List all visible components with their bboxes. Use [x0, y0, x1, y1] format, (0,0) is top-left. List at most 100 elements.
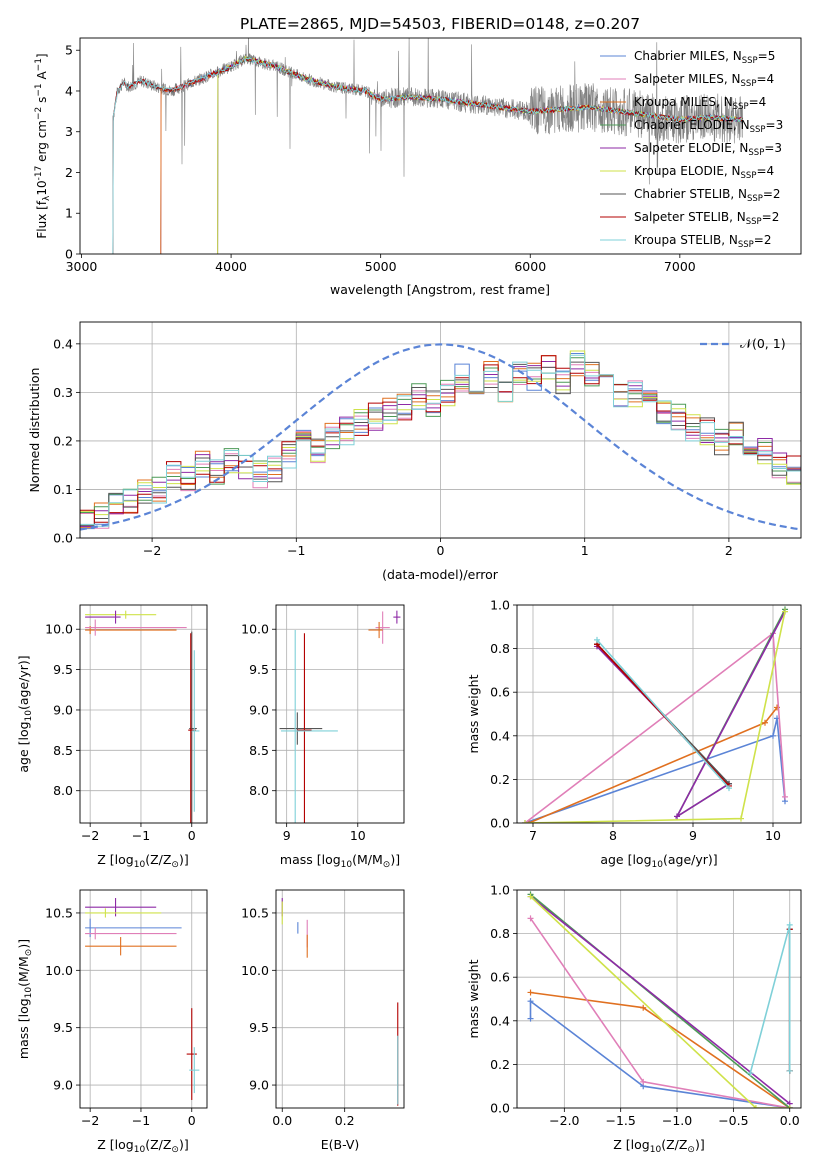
x-axis-label: Z [log10(Z/Z⊙)]: [613, 1137, 704, 1155]
y-tick-label: 9.5: [53, 1020, 73, 1035]
ageZ-plot-area: [85, 610, 200, 823]
x-tick-label: 5000: [365, 259, 397, 274]
weight-marker-chab_miles: [770, 732, 776, 739]
legend-label-salp_elodie: Salpeter ELODIE, NSSP=3: [634, 141, 782, 158]
massE-plot-area: [281, 898, 399, 1106]
y-tick-label: 0.2: [490, 1057, 510, 1072]
histogram-salp_stelib: [80, 355, 801, 538]
x-axis-label: Z [log10(Z/Z⊙)]: [97, 1137, 188, 1155]
legend-label-chab_miles: Chabrier MILES, NSSP=5: [634, 49, 775, 66]
age-vs-mass-panel: 9 10 8.0 8.5 9.0 9.5 10.0 mass [log10(M/M⊙)]: [241, 604, 405, 870]
x-axis-label: Z [log10(Z/Z⊙)]: [97, 852, 188, 870]
histogram-chab_miles: [80, 353, 801, 538]
y-tick-label: 1.0: [490, 598, 510, 613]
weight-marker-krou_elodie: [522, 820, 528, 823]
x-axis-label: mass [log10(M/M⊙)]: [280, 852, 400, 870]
weight-marker-krou_miles: [526, 820, 532, 823]
y-tick-label: 8.0: [249, 783, 269, 798]
weight-marker-salp_miles: [782, 793, 788, 800]
y-tick-label: 10.0: [45, 963, 73, 978]
y-tick-label: 0.4: [490, 1013, 510, 1028]
ageM-frame: [275, 604, 405, 824]
hist-frame: [79, 321, 802, 539]
x-tick-label: 2: [725, 543, 733, 558]
mass-vs-extinction-panel: 0.0 0.2 9.0 9.5 10.0 10.5 E(B-V): [241, 889, 405, 1152]
model-spectrum-krou_stelib: [112, 57, 744, 254]
y-tick-label: 0: [65, 247, 73, 262]
x-tick-label: −0.5: [718, 1113, 748, 1128]
y-tick-label: 2: [65, 165, 73, 180]
legend-label-chab_stelib: Chabrier STELIB, NSSP=2: [634, 187, 781, 204]
x-tick-label: 4000: [215, 259, 247, 274]
weight-marker-krou_elodie: [782, 608, 788, 615]
model-spectrum-salp_stelib: [112, 57, 744, 254]
x-tick-label: −1.5: [606, 1113, 636, 1128]
y-tick-label: 1.0: [490, 883, 510, 898]
y-tick-label: 9.0: [249, 702, 269, 717]
ageZ-frame: [79, 604, 208, 824]
legend-label-krou_elodie: Kroupa ELODIE, NSSP=4: [634, 164, 774, 181]
mass-vs-metallicity-panel: −2 −1 0 9.0 9.5 10.0 10.5 Z [log10(Z/Z⊙)] mass […: [16, 889, 208, 1155]
wZ-frame: [516, 889, 802, 1109]
x-tick-label: 7000: [664, 259, 696, 274]
histogram-chab_stelib: [80, 361, 801, 538]
model-spectrum-chab_miles: [160, 57, 743, 254]
massZ-grid: [80, 890, 207, 1108]
y-tick-label: 8.5: [249, 743, 269, 758]
hist-plot-area: [80, 343, 801, 538]
x-tick-label: −2: [81, 1113, 99, 1128]
y-tick-label: 10.5: [241, 905, 269, 920]
x-tick-label: 6000: [514, 259, 546, 274]
weight-line-krou_elodie: [524, 611, 786, 823]
x-tick-label: 10: [765, 828, 781, 843]
y-axis-label: mass weight: [466, 674, 481, 753]
y-tick-label: 10.0: [241, 963, 269, 978]
y-tick-label: 9.0: [53, 702, 73, 717]
y-tick-label: 0.0: [53, 531, 73, 546]
ageM-plot-area: [279, 610, 401, 823]
y-tick-label: 0.1: [53, 482, 73, 497]
y-tick-label: 0.4: [53, 336, 73, 351]
weight-marker-krou_elodie: [752, 1105, 759, 1108]
y-tick-label: 0.8: [490, 641, 510, 656]
histogram-krou_miles: [80, 355, 801, 538]
weight-marker-chab_miles: [527, 1015, 534, 1022]
y-tick-label: 0.0: [490, 1101, 510, 1116]
legend-gaussian-label: 𝒩(0, 1): [740, 336, 786, 351]
histogram-chab_elodie: [80, 357, 801, 538]
legend-label-salp_miles: Salpeter MILES, NSSP=4: [634, 72, 774, 89]
y-tick-label: 1: [65, 206, 73, 221]
x-tick-label: −2.0: [549, 1113, 579, 1128]
x-tick-label: 9: [283, 828, 291, 843]
histogram-krou_elodie: [80, 350, 801, 538]
weight-marker-chab_miles: [527, 998, 534, 1005]
weight-line-krou_miles: [530, 991, 791, 1108]
y-tick-label: 10.0: [45, 622, 73, 637]
weight-marker-krou_stelib: [747, 1070, 754, 1077]
y-tick-label: 0.4: [490, 728, 510, 743]
y-tick-label: 0.6: [490, 685, 510, 700]
weight-marker-krou_stelib: [726, 785, 732, 792]
model-spectrum-krou_elodie: [217, 55, 743, 254]
weight-marker-krou_elodie: [738, 815, 744, 822]
y-tick-label: 9.5: [53, 662, 73, 677]
x-tick-label: −2: [143, 543, 161, 558]
legend-label-krou_stelib: Kroupa STELIB, NSSP=2: [634, 233, 772, 250]
histogram-salp_elodie: [80, 361, 801, 538]
y-tick-label: 0.0: [490, 816, 510, 831]
y-tick-label: 0.2: [53, 433, 73, 448]
spectrum-frame: [79, 37, 802, 255]
y-tick-label: 0.6: [490, 970, 510, 985]
weight-line-krou_elodie: [529, 895, 790, 1108]
age-vs-metallicity-panel: −2 −1 0 8.0 8.5 9.0 9.5 10.0 Z [log10(Z/Z⊙)] age …: [16, 604, 208, 870]
residual-histogram-panel: −2 −1 0 1 2 0.0 0.1 0.2 0.3 0.4 𝒩(0, 1) (data-model…: [27, 321, 802, 582]
y-tick-label: 0.2: [490, 772, 510, 787]
weight-line-chab_miles: [529, 999, 790, 1108]
histogram-krou_stelib: [80, 354, 801, 538]
weight-line-chab_miles: [524, 718, 786, 823]
histogram-salp_miles: [80, 364, 801, 538]
y-tick-label: 9.5: [249, 1020, 269, 1035]
y-tick-label: 9.5: [249, 662, 269, 677]
figure-title: PLATE=2865, MJD=54503, FIBERID=0148, z=0…: [240, 15, 640, 33]
